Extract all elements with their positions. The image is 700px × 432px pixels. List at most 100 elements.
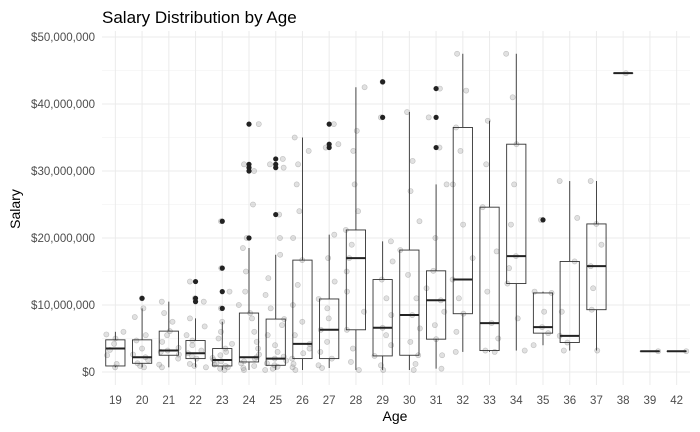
jitter-point bbox=[242, 288, 249, 295]
box-20 bbox=[132, 295, 153, 368]
jitter-point bbox=[113, 361, 120, 367]
jitter-point bbox=[183, 332, 190, 339]
jitter-point bbox=[556, 178, 563, 184]
jitter-point bbox=[361, 84, 368, 91]
box-23 bbox=[212, 218, 233, 370]
x-tick-label: 37 bbox=[590, 395, 603, 407]
x-tick-label: 25 bbox=[269, 395, 282, 407]
jitter-point bbox=[277, 235, 283, 241]
outlier-point bbox=[139, 295, 145, 301]
x-tick-label: 28 bbox=[350, 395, 363, 407]
jitter-point bbox=[226, 288, 233, 295]
jitter-points bbox=[103, 50, 690, 373]
jitter-point bbox=[590, 285, 597, 292]
x-tick-label: 30 bbox=[403, 395, 416, 407]
jitter-point bbox=[491, 348, 498, 355]
jitter-point bbox=[295, 161, 301, 168]
jitter-point bbox=[315, 362, 322, 369]
box-25 bbox=[265, 156, 286, 370]
box-26 bbox=[292, 137, 313, 370]
jitter-point bbox=[240, 245, 246, 251]
iqr-box bbox=[265, 318, 286, 366]
y-axis-title: Salary bbox=[7, 189, 23, 229]
x-tick-label: 22 bbox=[189, 395, 202, 407]
jitter-point bbox=[432, 235, 439, 241]
box-24 bbox=[238, 121, 260, 370]
jitter-point bbox=[243, 268, 249, 275]
y-axis-tick-labels: $0 $10,000,000 $20,000,000 $30,000,000 $40,0… bbox=[31, 32, 95, 379]
iqr-box bbox=[212, 348, 233, 367]
jitter-point bbox=[416, 218, 423, 225]
jitter-point bbox=[262, 367, 269, 373]
jitter-point bbox=[251, 168, 257, 174]
jitter-point bbox=[159, 338, 166, 345]
jitter-point bbox=[574, 214, 581, 221]
outlier-point bbox=[433, 85, 439, 92]
jitter-point bbox=[139, 345, 145, 352]
outlier-point bbox=[380, 79, 386, 85]
outlier-point bbox=[219, 289, 225, 295]
jitter-point bbox=[203, 364, 209, 371]
jitter-point bbox=[325, 255, 332, 261]
jitter-point bbox=[249, 315, 255, 322]
jitter-point bbox=[405, 271, 411, 278]
jitter-point bbox=[484, 288, 491, 295]
y-tick-label: $50,000,000 bbox=[31, 32, 95, 44]
iqr-box bbox=[452, 126, 473, 315]
jitter-point bbox=[158, 364, 165, 371]
jitter-point bbox=[293, 181, 300, 188]
iqr-box bbox=[345, 229, 366, 331]
jitter-point bbox=[201, 323, 208, 330]
jitter-point bbox=[161, 310, 168, 316]
jitter-point bbox=[158, 298, 165, 305]
jitter-point bbox=[452, 348, 459, 355]
x-tick-label: 42 bbox=[670, 395, 683, 407]
outlier-point bbox=[246, 161, 252, 167]
outlier-point bbox=[219, 265, 225, 271]
jitter-point bbox=[274, 348, 281, 355]
outlier-point bbox=[380, 114, 386, 120]
grid-lines bbox=[102, 31, 690, 385]
jitter-point bbox=[215, 335, 222, 342]
jitter-point bbox=[388, 342, 395, 349]
iqr-box bbox=[559, 261, 580, 343]
jitter-point bbox=[460, 221, 467, 228]
jitter-point bbox=[103, 331, 110, 338]
jitter-point bbox=[331, 278, 338, 285]
jitter-point bbox=[156, 361, 163, 368]
x-tick-label: 27 bbox=[323, 395, 336, 407]
y-tick-label: $20,000,000 bbox=[31, 233, 95, 245]
jitter-point bbox=[187, 315, 193, 322]
jitter-point bbox=[521, 347, 528, 354]
outlier-point bbox=[246, 235, 252, 241]
jitter-point bbox=[412, 361, 419, 367]
jitter-point bbox=[355, 208, 361, 215]
jitter-point bbox=[389, 258, 396, 265]
box-21 bbox=[158, 301, 179, 368]
jitter-point bbox=[294, 281, 301, 288]
jitter-point bbox=[142, 332, 149, 339]
jitter-point bbox=[410, 367, 417, 373]
jitter-point bbox=[484, 117, 491, 124]
jitter-point bbox=[279, 156, 286, 162]
jitter-point bbox=[289, 364, 296, 371]
jitter-point bbox=[140, 305, 147, 312]
jitter-point bbox=[407, 338, 414, 345]
jitter-point bbox=[407, 188, 414, 194]
jitter-point bbox=[291, 134, 298, 141]
jitter-point bbox=[133, 337, 140, 344]
jitter-point bbox=[463, 87, 470, 94]
jitter-point bbox=[431, 322, 438, 328]
jitter-point bbox=[506, 265, 512, 272]
jitter-point bbox=[335, 141, 342, 148]
jitter-point bbox=[443, 181, 450, 188]
jitter-point bbox=[175, 355, 182, 362]
jitter-point bbox=[277, 251, 284, 258]
x-tick-label: 36 bbox=[563, 395, 576, 407]
jitter-point bbox=[531, 288, 538, 295]
jitter-point bbox=[296, 208, 303, 215]
jitter-point bbox=[325, 315, 332, 322]
outlier-point bbox=[433, 114, 439, 120]
iqr-box bbox=[185, 340, 206, 360]
